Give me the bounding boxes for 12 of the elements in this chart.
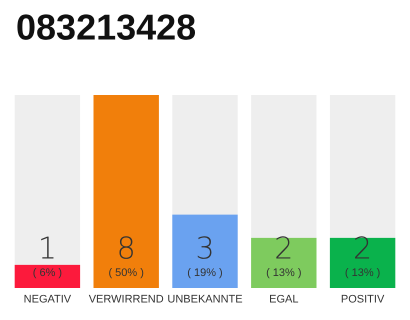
data-label: 2 ( 13% ) (344, 232, 380, 279)
data-label: 2 ( 13% ) (266, 232, 302, 279)
x-tick-label: UNBEKANNTE (167, 294, 243, 306)
x-tick-label: POSITIV (340, 294, 385, 306)
data-label: 8 ( 50% ) (108, 232, 144, 279)
x-tick-label: EGAL (269, 294, 298, 306)
bar (14, 264, 80, 288)
x-tick-label: NEGATIV (24, 294, 72, 306)
x-tick-label: VERWIRREND (88, 294, 164, 306)
chart-title: 083213428 (16, 6, 196, 48)
data-label: 3 ( 19% ) (187, 232, 223, 279)
data-label: 1 ( 6% ) (32, 232, 62, 279)
